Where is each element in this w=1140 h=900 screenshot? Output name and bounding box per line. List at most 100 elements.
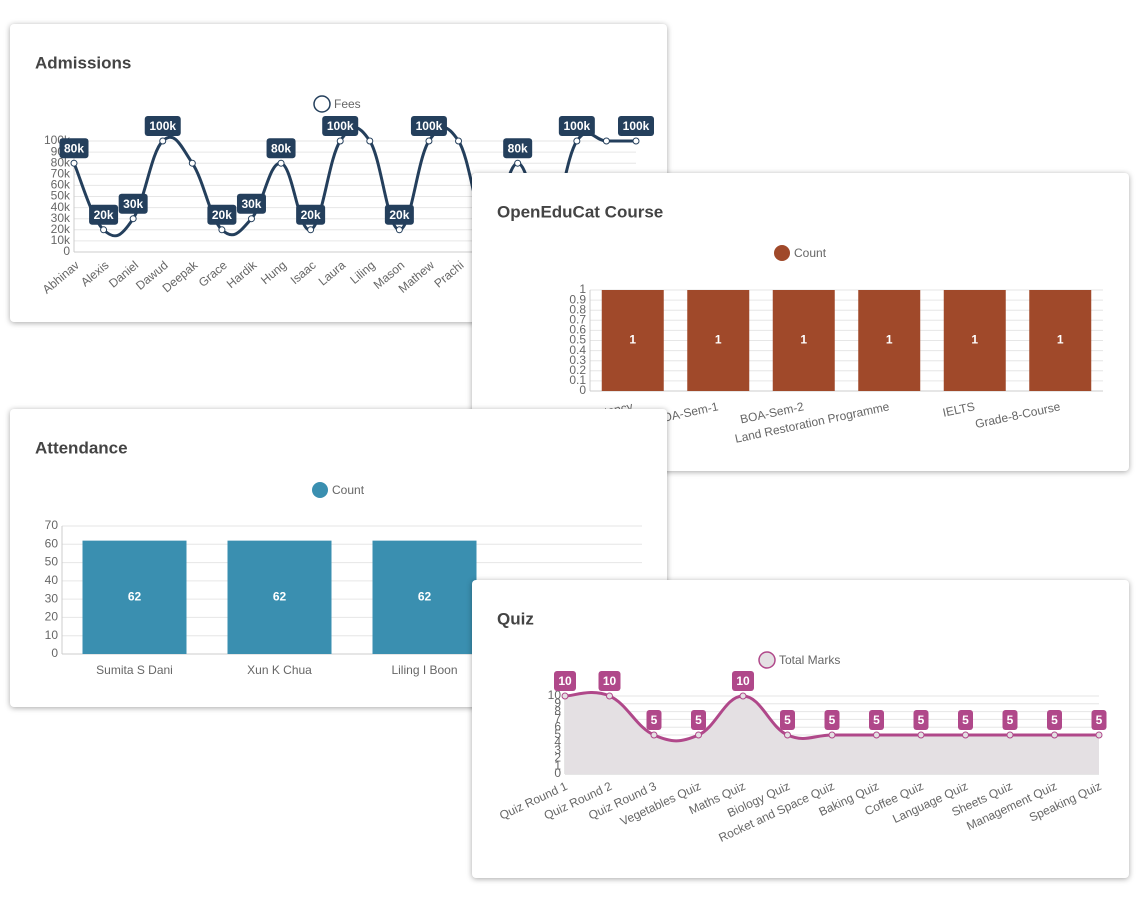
bar [372, 540, 477, 654]
data-label: 62 [418, 589, 432, 603]
point [514, 159, 522, 167]
legend-label: Total Marks [779, 653, 840, 667]
data-label-box [1047, 710, 1062, 730]
data-label: 100k [416, 119, 443, 133]
point [188, 159, 196, 167]
y-tick-label: 20k [51, 222, 71, 236]
data-label: 10 [558, 674, 572, 688]
y-tick-label: 50k [51, 189, 71, 203]
bar [943, 290, 1006, 391]
y-tick-label: 40 [45, 573, 59, 587]
data-label: 1 [800, 333, 807, 347]
y-tick-label: 0 [51, 646, 58, 660]
y-tick-label: 20 [45, 610, 59, 624]
y-tick-label: 0 [579, 383, 586, 397]
legend-marker [312, 482, 328, 498]
data-label: 1 [629, 333, 636, 347]
point [1006, 731, 1014, 739]
y-tick-label: 4 [554, 735, 561, 749]
data-label: 62 [128, 589, 142, 603]
y-tick-label: 10 [45, 628, 59, 642]
point [366, 137, 374, 145]
y-tick-label: 0.5 [569, 333, 586, 347]
bar [227, 540, 332, 654]
point [602, 137, 610, 145]
y-tick-label: 0.8 [569, 302, 586, 316]
data-label: 62 [273, 589, 287, 603]
x-tick-label: Liling I Boon [391, 663, 457, 677]
point [336, 137, 344, 145]
x-tick-label: Laura [316, 258, 349, 289]
y-tick-label: 0 [63, 244, 70, 258]
point [606, 692, 613, 700]
bar [601, 290, 664, 391]
y-tick-label: 6 [554, 719, 561, 733]
point [695, 731, 702, 739]
area-fill [565, 692, 1099, 774]
data-label-box [869, 710, 884, 730]
data-label-box [558, 116, 595, 136]
x-tick-label: Alexis [78, 258, 112, 289]
chart-title: Admissions [35, 53, 131, 72]
chart-card: Attendance 0 10 20 30 40 50 60 70 Sumita S Dani Xu… [10, 409, 667, 707]
data-label-box [207, 204, 237, 225]
point [100, 226, 108, 234]
data-label-box [780, 710, 795, 730]
point [277, 159, 285, 167]
data-label: 5 [1096, 713, 1103, 727]
data-label-box [236, 193, 266, 214]
x-tick-label: Hung [258, 258, 289, 287]
data-label-box [1091, 710, 1107, 730]
data-label: 5 [651, 713, 658, 727]
y-tick-label: 30 [45, 591, 59, 605]
point [395, 226, 403, 234]
y-tick-label: 9 [554, 696, 561, 710]
point [1095, 731, 1103, 739]
x-tick-label: Isaac [288, 258, 319, 287]
y-tick-label: 60k [51, 178, 71, 192]
point [873, 731, 880, 739]
chart-title: OpenEduCat Course [497, 202, 663, 221]
point [159, 137, 167, 145]
y-tick-label: 80k [51, 155, 71, 169]
data-label-box [410, 116, 447, 136]
y-tick-label: 30k [51, 211, 71, 225]
data-label: 100k [327, 119, 354, 133]
y-tick-label: 10 [548, 688, 562, 702]
bar [687, 290, 750, 391]
chart: OpenEduCat Course00.10.20.30.40.50.60.70… [497, 202, 1103, 446]
y-tick-label: 70k [51, 166, 71, 180]
bar [858, 290, 921, 391]
y-tick-label: 0.7 [569, 312, 586, 326]
data-label: 5 [873, 713, 880, 727]
data-label: 100k [149, 119, 176, 133]
x-tick-label: Sumita S Dani [96, 663, 173, 677]
point [632, 137, 640, 145]
y-tick-label: 8 [554, 704, 561, 718]
y-tick-label: 0.9 [569, 292, 586, 306]
data-label-box [118, 193, 148, 214]
point [1051, 731, 1058, 739]
data-label: 80k [64, 141, 84, 155]
data-label: 30k [123, 197, 143, 211]
data-label-box [266, 138, 296, 159]
y-tick-label: 0.3 [569, 353, 586, 367]
data-label-box [598, 671, 621, 691]
data-label: 80k [508, 141, 528, 155]
data-label: 20k [212, 208, 232, 222]
legend-label: Fees [334, 97, 361, 111]
data-label-box [1002, 710, 1018, 730]
data-label: 5 [1007, 713, 1014, 727]
y-tick-label: 7 [554, 712, 561, 726]
data-label: 20k [94, 208, 114, 222]
legend-marker [758, 651, 776, 669]
data-label-box [384, 204, 414, 225]
chart: Attendance 0 10 20 30 40 50 60 70 Sumita S Dani Xu… [35, 438, 642, 677]
point [784, 731, 791, 739]
x-tick-label: Grade-8-Course [974, 399, 1062, 431]
x-tick-label: IELTS [941, 399, 976, 419]
legend-label: Count [332, 483, 365, 497]
data-label-box [503, 138, 533, 159]
data-label: 1 [715, 333, 722, 347]
